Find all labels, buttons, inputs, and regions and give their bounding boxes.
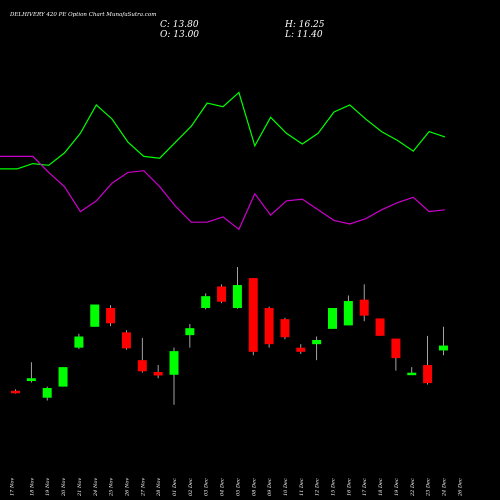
candle bbox=[42, 386, 52, 401]
candle-body bbox=[312, 340, 322, 345]
candle bbox=[121, 330, 131, 350]
x-tick-label: 20 Nov bbox=[61, 478, 67, 497]
x-tick-label: 02 Dec bbox=[188, 478, 194, 496]
candle-body bbox=[42, 388, 52, 398]
candle bbox=[296, 344, 306, 354]
candle bbox=[343, 295, 353, 326]
x-tick-label: 17 Dec bbox=[362, 478, 368, 496]
candle-body bbox=[407, 372, 417, 376]
green-line bbox=[0, 91, 446, 170]
candle-body bbox=[11, 390, 20, 394]
candle-body bbox=[375, 318, 385, 336]
candle bbox=[185, 324, 195, 348]
candle-body bbox=[359, 299, 369, 316]
candle-body bbox=[121, 332, 131, 349]
candle bbox=[264, 306, 274, 348]
candle bbox=[90, 304, 100, 327]
x-tick-label: 15 Dec bbox=[331, 478, 337, 496]
candle bbox=[153, 365, 163, 379]
x-tick-label: 22 Dec bbox=[410, 478, 416, 497]
x-tick-label: 27 Nov bbox=[140, 478, 146, 497]
x-axis: 17 Nov 18 Nov 19 Nov 20 Nov 21 Nov 24 Nov 25 N… bbox=[10, 478, 464, 497]
candle bbox=[328, 308, 337, 329]
candle-body bbox=[185, 328, 195, 336]
x-tick-label: 28 Nov bbox=[156, 478, 162, 497]
x-tick-label: 09 Dec bbox=[267, 478, 273, 496]
x-tick-label: 26 Nov bbox=[124, 478, 130, 497]
x-tick-label: 24 Nov bbox=[93, 478, 99, 497]
candle-body bbox=[58, 367, 68, 387]
candle-body bbox=[90, 304, 100, 327]
x-tick-label: 18 Dec bbox=[378, 478, 384, 496]
x-tick-label: 24 Dec bbox=[441, 478, 447, 497]
chart-title: DELHIVERY 420 PE Option Chart MunafaSutr… bbox=[9, 12, 156, 18]
open-value: O: 13.00 bbox=[160, 30, 199, 40]
x-tick-label: 25 Nov bbox=[109, 478, 115, 497]
candle bbox=[280, 317, 290, 340]
x-tick-label: 23 Dec bbox=[426, 478, 432, 497]
candle bbox=[232, 266, 242, 309]
candle-body bbox=[264, 308, 274, 345]
candle-body bbox=[343, 301, 353, 326]
candle-body bbox=[217, 286, 227, 302]
candle bbox=[217, 284, 227, 304]
x-tick-label: 17 Nov bbox=[10, 478, 16, 496]
x-tick-label: 12 Dec bbox=[315, 478, 321, 496]
x-tick-label: 01 Dec bbox=[172, 478, 178, 496]
candle bbox=[11, 389, 20, 394]
candle bbox=[26, 362, 36, 383]
candle bbox=[391, 338, 401, 371]
candle-body bbox=[169, 351, 179, 375]
candle-body bbox=[423, 365, 433, 384]
x-tick-label: 18 Nov bbox=[29, 478, 35, 496]
magenta-line bbox=[0, 155, 445, 231]
candle-body bbox=[74, 336, 84, 348]
x-tick-label: 11 Dec bbox=[299, 478, 305, 496]
candle bbox=[137, 337, 147, 373]
candle-body bbox=[153, 372, 163, 376]
x-tick-label: 03 Dec bbox=[204, 478, 210, 496]
x-tick-label: 19 Dec bbox=[394, 478, 400, 496]
candle-body bbox=[26, 378, 36, 382]
candle bbox=[407, 367, 417, 376]
candle bbox=[106, 305, 116, 327]
candle bbox=[375, 318, 385, 336]
candle-body bbox=[201, 296, 211, 308]
x-tick-label: 05 Dec bbox=[235, 478, 241, 496]
candle bbox=[169, 347, 179, 405]
x-tick-label: 21 Nov bbox=[77, 478, 83, 497]
high-value: H: 16.25 bbox=[284, 20, 325, 30]
candle bbox=[438, 326, 448, 356]
candle-body bbox=[328, 308, 337, 329]
candle bbox=[58, 367, 68, 387]
candle bbox=[248, 278, 258, 356]
candle-body bbox=[391, 338, 401, 359]
candle-body bbox=[280, 319, 290, 338]
candle bbox=[312, 336, 322, 361]
x-tick-label: 04 Dec bbox=[220, 478, 226, 496]
close-value: C: 13.80 bbox=[160, 20, 199, 30]
x-tick-label: 10 Dec bbox=[283, 478, 289, 496]
candle bbox=[74, 333, 84, 350]
low-value: L: 11.40 bbox=[284, 30, 323, 40]
candle-body bbox=[248, 278, 258, 352]
candles bbox=[11, 266, 448, 405]
x-tick-label: 19 Nov bbox=[45, 478, 51, 496]
candle bbox=[359, 284, 369, 322]
x-tick-label: 08 Dec bbox=[251, 478, 257, 496]
candle-body bbox=[232, 285, 242, 308]
x-tick-label: 16 Dec bbox=[346, 478, 352, 496]
candle-body bbox=[438, 345, 448, 351]
candle bbox=[423, 335, 433, 385]
candle-body bbox=[137, 360, 147, 372]
candle bbox=[201, 293, 211, 310]
candle-body bbox=[296, 347, 306, 352]
indicator-lines bbox=[0, 91, 446, 231]
candle-body bbox=[106, 308, 116, 324]
x-tick-label: 26 Dec bbox=[457, 478, 463, 497]
